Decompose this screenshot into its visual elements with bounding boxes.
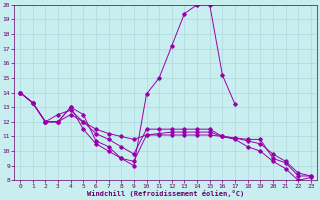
X-axis label: Windchill (Refroidissement éolien,°C): Windchill (Refroidissement éolien,°C) [87,190,244,197]
